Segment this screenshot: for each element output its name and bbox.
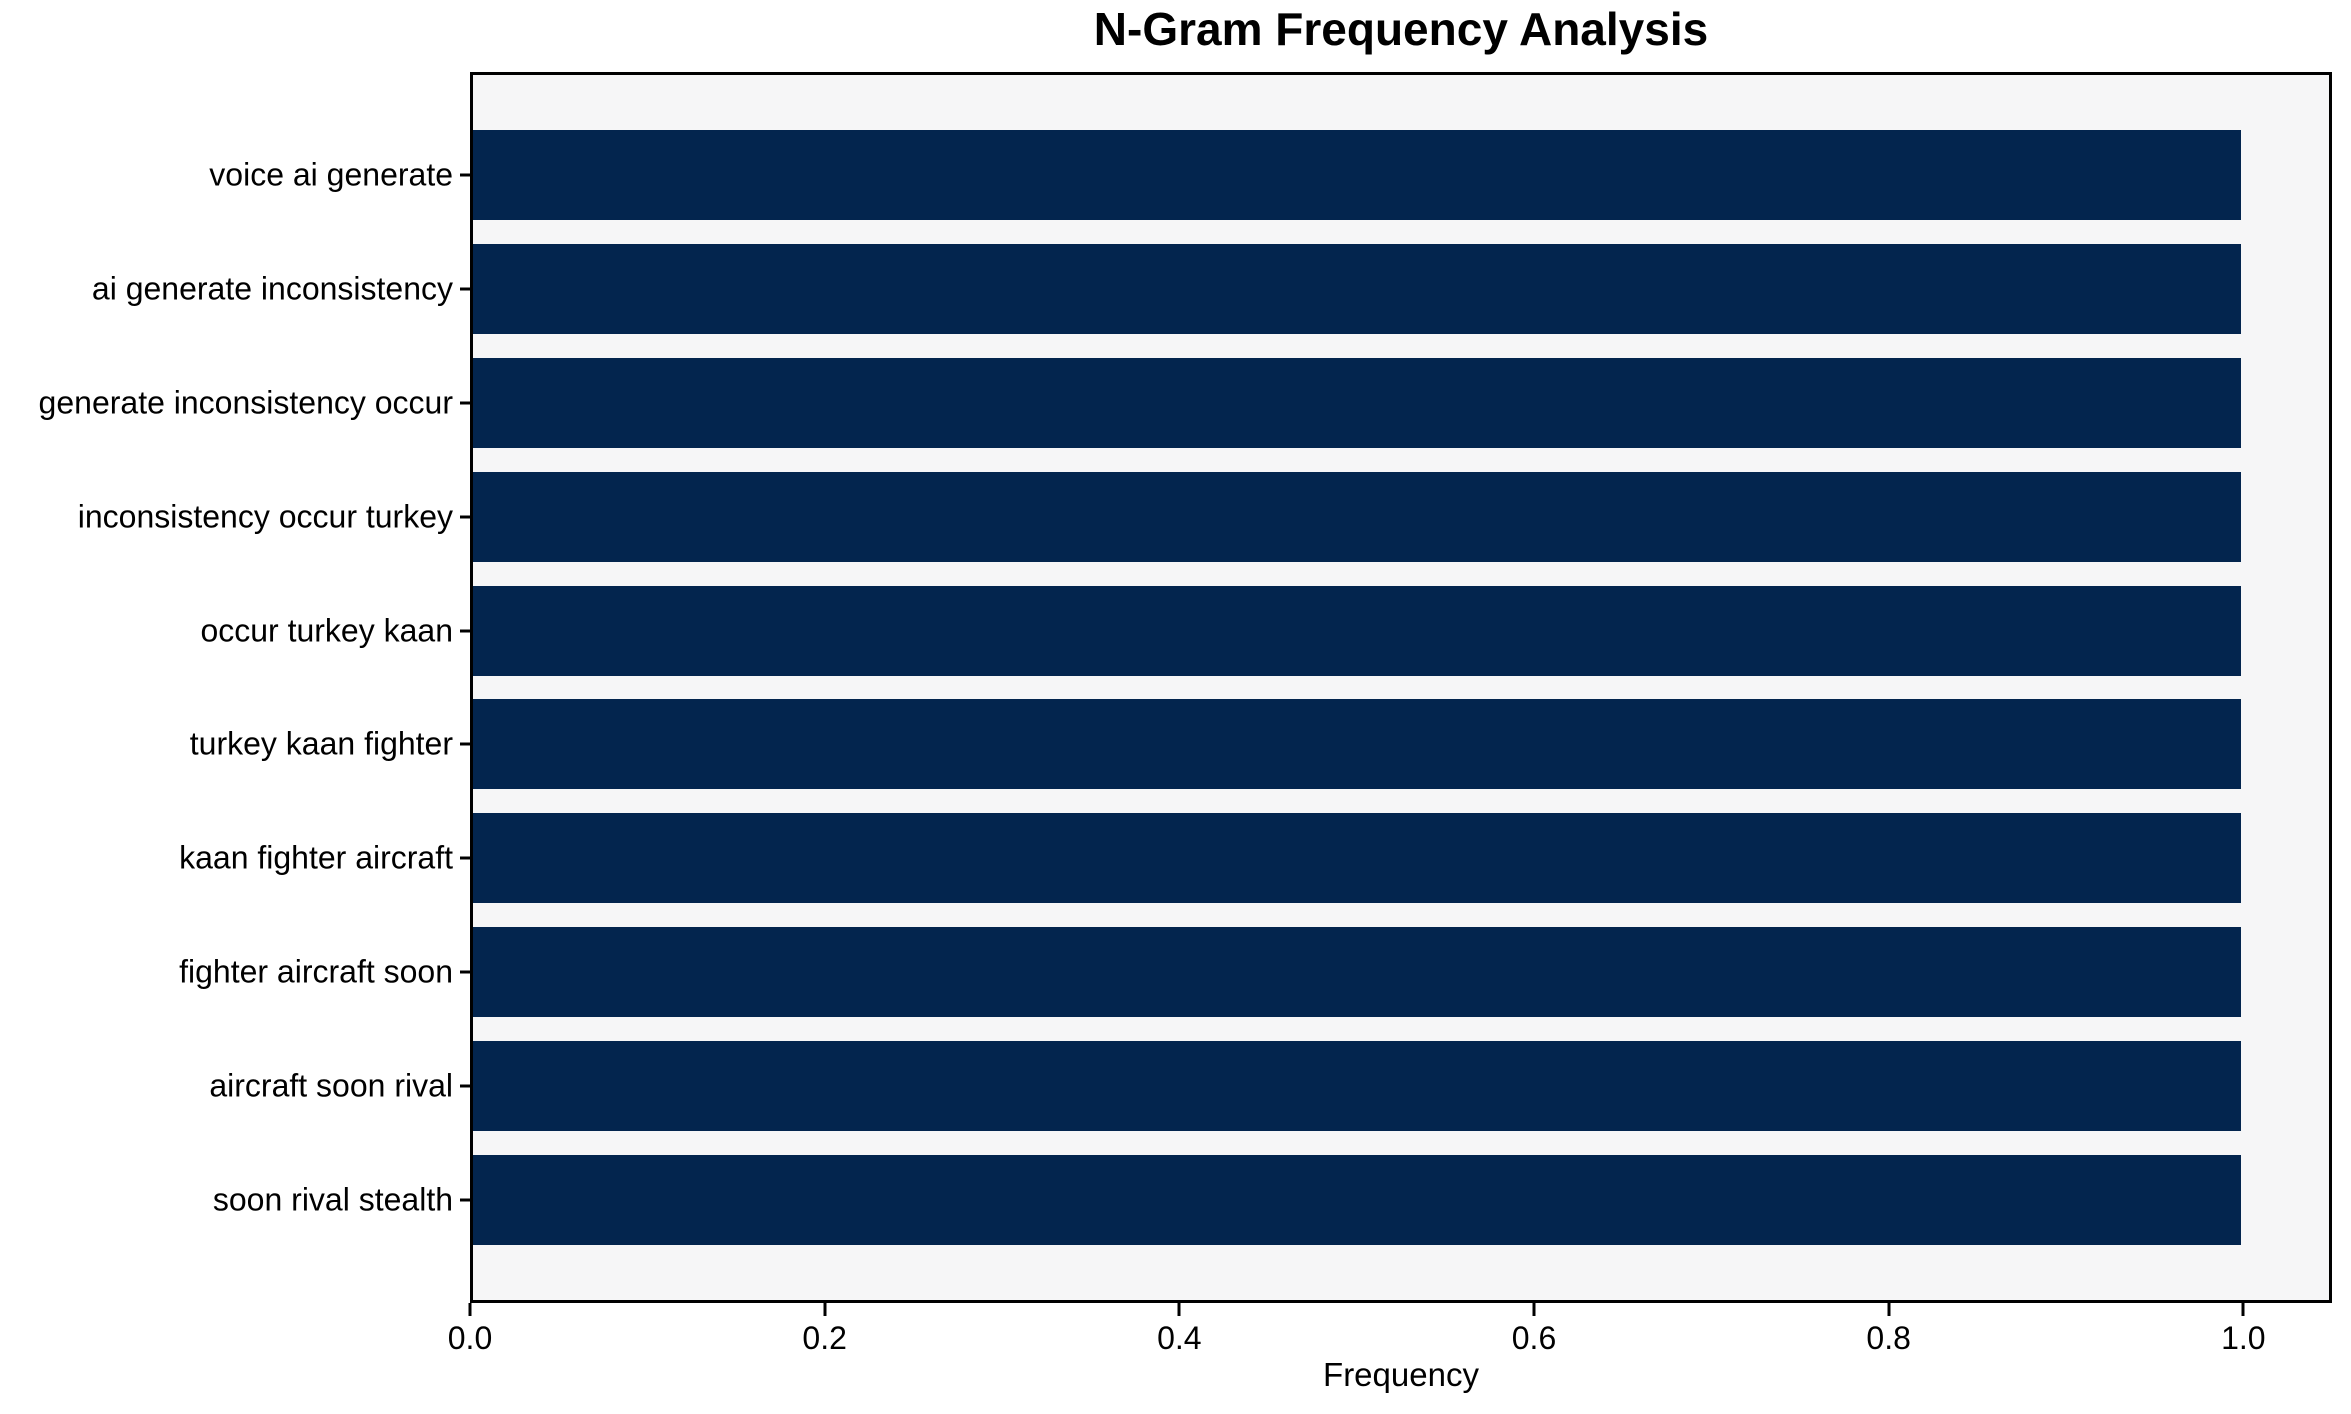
x-tick-label: 1.0 [2221,1320,2266,1356]
x-tick-label: 0.2 [802,1320,847,1356]
y-tick-label: voice ai generate [209,156,453,193]
x-axis-label: Frequency [1323,1356,1479,1393]
bar-row: generate inconsistency occur [39,346,2329,460]
bar-row: voice ai generate [209,118,2329,232]
x-tick-mark [1177,1303,1181,1316]
bars-container: voice ai generate ai generate inconsisten… [39,75,2329,1300]
x-tick-mark [1532,1303,1536,1316]
y-tick-mark [460,970,470,974]
bar-row: inconsistency occur turkey [78,460,2329,574]
bar-row: soon rival stealth [213,1143,2329,1257]
y-tick-mark [460,1084,470,1088]
x-tick-mark [823,1303,827,1316]
x-tick-label: 0.8 [1866,1320,1911,1356]
bar-row: kaan fighter aircraft [179,801,2329,915]
y-tick-label: turkey kaan fighter [189,725,453,762]
y-tick-label: generate inconsistency occur [38,384,453,421]
bar [473,471,2241,562]
bar-row: ai generate inconsistency [92,232,2329,346]
y-tick-label: kaan fighter aircraft [179,839,453,876]
x-axis: 0.0 0.2 0.4 0.6 0.8 1.0 [448,1303,2332,1363]
bar [473,813,2241,904]
y-tick-mark [460,742,470,746]
bar-row: turkey kaan fighter [190,688,2329,802]
chart-title: N-Gram Frequency Analysis [1093,3,1709,55]
y-tick-mark [460,401,470,405]
y-tick-label: aircraft soon rival [209,1067,453,1104]
x-tick-label: 0.0 [447,1320,493,1356]
bar [473,585,2241,676]
y-tick-mark [460,173,470,177]
bar [473,243,2241,334]
y-tick-mark [460,515,470,519]
y-tick-label: ai generate inconsistency [91,270,453,307]
y-tick-mark [460,856,470,860]
y-tick-label: inconsistency occur turkey [77,498,453,535]
bar [473,129,2241,220]
x-tick-mark [1887,1303,1891,1316]
bar [473,927,2241,1018]
x-tick-label: 0.6 [1511,1320,1557,1356]
x-tick-label: 0.4 [1157,1320,1202,1356]
y-tick-mark [460,1198,470,1202]
bar [473,357,2241,448]
x-tick-mark [2241,1303,2245,1316]
bar-row: aircraft soon rival [209,1029,2329,1143]
plot-area: voice ai generate ai generate inconsisten… [39,72,2332,1303]
bar [473,699,2241,790]
y-tick-label: fighter aircraft soon [179,953,453,990]
y-tick-mark [460,287,470,291]
y-tick-mark [460,629,470,633]
bar [473,1155,2241,1246]
y-tick-label: soon rival stealth [212,1181,453,1218]
bar-row: occur turkey kaan [200,574,2329,688]
bar-row: fighter aircraft soon [179,915,2329,1029]
bar [473,1041,2241,1132]
y-tick-label: occur turkey kaan [200,612,453,649]
x-tick-mark [468,1303,472,1316]
